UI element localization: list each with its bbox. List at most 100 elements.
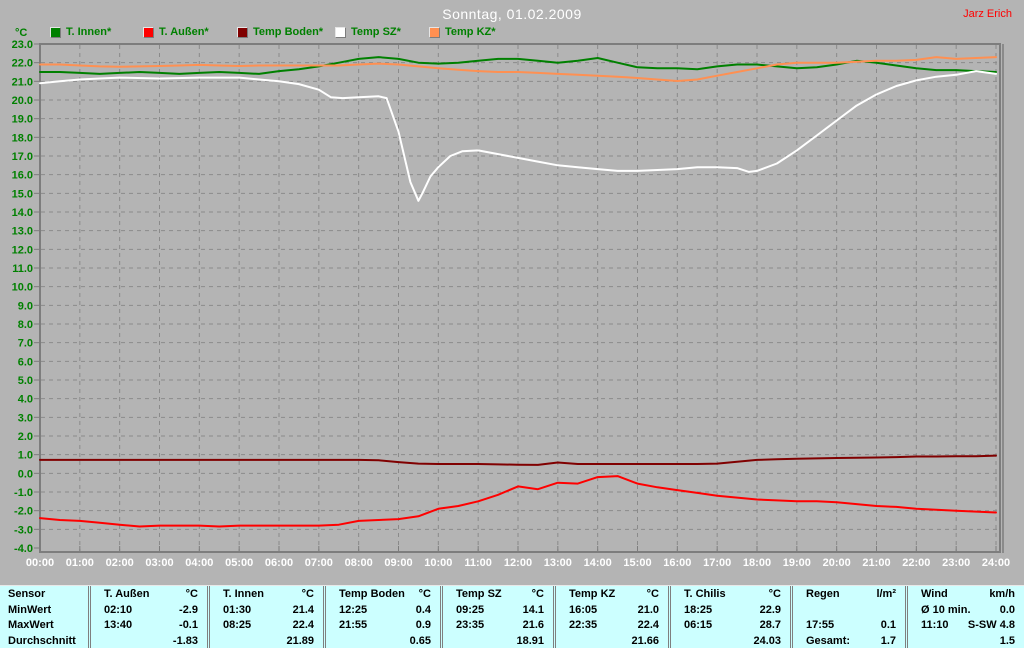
x-axis-label: 14:00 (584, 557, 612, 569)
y-axis-label: 1.0 (18, 450, 33, 462)
avg-value: 1.5 (999, 635, 1015, 648)
y-axis-label: -3.0 (14, 524, 33, 536)
x-axis-label: 15:00 (623, 557, 651, 569)
table-col-T. Innen: T. Innen °C 01:30 21.4 08:25 22.4 21.89 (207, 586, 323, 649)
avg-value: 24.03 (753, 635, 781, 648)
legend-swatch-icon (429, 26, 440, 38)
table-row: 21.66 (556, 633, 668, 649)
max-value: 0.9 (415, 619, 431, 632)
y-axis-label: 13.0 (12, 226, 33, 238)
max-value: -0.1 (179, 619, 198, 632)
legend-item-3: Temp SZ* (335, 26, 401, 38)
y-axis-label: 0.0 (18, 468, 33, 480)
min-value: -2.9 (179, 603, 198, 616)
legend-swatch-icon (50, 26, 61, 38)
avg-value: 18.91 (516, 635, 544, 648)
min-time: 16:05 (569, 603, 598, 616)
sensor-name: Regen (806, 587, 840, 600)
legend-item-1: T. Außen* (143, 26, 209, 38)
table-row: 18:25 22.9 (671, 602, 790, 618)
x-axis-label: 00:00 (26, 557, 54, 569)
table-row: 16:05 21.0 (556, 602, 668, 618)
min-time: 09:25 (456, 603, 485, 616)
table-row: 06:15 28.7 (671, 618, 790, 634)
table-row: -1.83 (91, 633, 207, 649)
table-col-Temp KZ: Temp KZ °C 16:05 21.0 22:35 22.4 21.66 (553, 586, 668, 649)
y-axis-label: 12.0 (12, 244, 33, 256)
table-row: 0.65 (326, 633, 440, 649)
avg-value: 1.7 (880, 635, 896, 648)
x-axis-label: 16:00 (663, 557, 691, 569)
sensor-name: Temp SZ (456, 587, 502, 600)
y-axis-label: 7.0 (18, 338, 33, 350)
x-axis-label: 21:00 (862, 557, 890, 569)
y-axis-unit-label: °C (15, 27, 28, 39)
table-row: T. Chilis °C (671, 586, 790, 602)
sensor-unit: °C (531, 587, 544, 600)
y-axis-label: 5.0 (18, 375, 33, 387)
x-axis-label: 22:00 (902, 557, 930, 569)
series-line-0 (39, 56, 997, 75)
table-col-sensor: Sensor MinWert MaxWert Durchschnitt (0, 586, 88, 649)
max-time: 08:25 (223, 619, 252, 632)
x-axis-label: 05:00 (225, 557, 253, 569)
x-axis-label: 09:00 (384, 557, 412, 569)
min-value: 14.1 (522, 603, 544, 616)
legend-label: Temp SZ* (351, 26, 401, 38)
min-value: 0.4 (415, 603, 431, 616)
table-col-T. Chilis: T. Chilis °C 18:25 22.9 06:15 28.7 24.03 (668, 586, 790, 649)
min-time: 01:30 (223, 603, 252, 616)
x-axis-label: 10:00 (424, 557, 452, 569)
legend-item-4: Temp KZ* (429, 26, 496, 38)
table-col-Wind: Wind km/h Ø 10 min. 0.0 11:10 S-SW 4.8 1.5 (905, 586, 1024, 649)
legend-swatch-icon (237, 26, 248, 38)
y-axis-label: 22.0 (12, 58, 33, 70)
min-value: 22.9 (759, 603, 781, 616)
x-axis-label: 20:00 (823, 557, 851, 569)
avg-value: 21.89 (286, 635, 314, 648)
sensor-name: Temp KZ (569, 587, 616, 600)
table-row: Temp SZ °C (443, 586, 553, 602)
sensor-name: T. Chilis (684, 587, 726, 600)
temperature-chart: -4.0 -3.0 -2.0 -1.0 0.0 1.0 2.0 3.0 4.0 5.0 6.0 7.0… (12, 39, 1010, 569)
max-value: 21.6 (522, 619, 544, 632)
max-time: 22:35 (569, 619, 598, 632)
min-value: 21.0 (637, 603, 659, 616)
table-col-Temp SZ: Temp SZ °C 09:25 14.1 23:35 21.6 18.91 (440, 586, 553, 649)
row-label-2: MaxWert (0, 618, 88, 634)
table-row: T. Innen °C (210, 586, 323, 602)
sensor-name: T. Außen (104, 587, 150, 600)
table-row: T. Außen °C (91, 586, 207, 602)
avg-value: 0.65 (409, 635, 431, 648)
y-axis-label: 16.0 (12, 170, 33, 182)
max-time: 23:35 (456, 619, 485, 632)
y-axis-label: 17.0 (12, 151, 33, 163)
x-axis-label: 03:00 (145, 557, 173, 569)
y-axis-label: 11.0 (12, 263, 33, 275)
row-label-text: MinWert (8, 603, 52, 616)
x-axis-label: 01:00 (66, 557, 94, 569)
user-name: Jarz Erich (963, 8, 1012, 20)
max-value: 22.4 (292, 619, 314, 632)
y-axis-label: 10.0 (12, 282, 33, 294)
sensor-unit: °C (301, 587, 314, 600)
legend-item-0: T. Innen* (50, 26, 111, 38)
table-col-Temp Boden: Temp Boden °C 12:25 0.4 21:55 0.9 0.65 (323, 586, 440, 649)
table-row: 01:30 21.4 (210, 602, 323, 618)
x-axis-label: 18:00 (743, 557, 771, 569)
x-axis-label: 24:00 (982, 557, 1010, 569)
sensor-unit: l/m² (876, 587, 896, 600)
y-axis-label: -4.0 (14, 543, 33, 555)
min-time: 18:25 (684, 603, 713, 616)
x-axis-label: 17:00 (703, 557, 731, 569)
max-value: 28.7 (759, 619, 781, 632)
row-label-text: Durchschnitt (8, 635, 76, 648)
y-axis-label: 21.0 (12, 76, 33, 88)
table-row: Temp Boden °C (326, 586, 440, 602)
table-row: 21.89 (210, 633, 323, 649)
x-axis-label: 12:00 (504, 557, 532, 569)
x-axis-label: 06:00 (265, 557, 293, 569)
avg-value: 21.66 (631, 635, 659, 648)
sensor-unit: °C (768, 587, 781, 600)
